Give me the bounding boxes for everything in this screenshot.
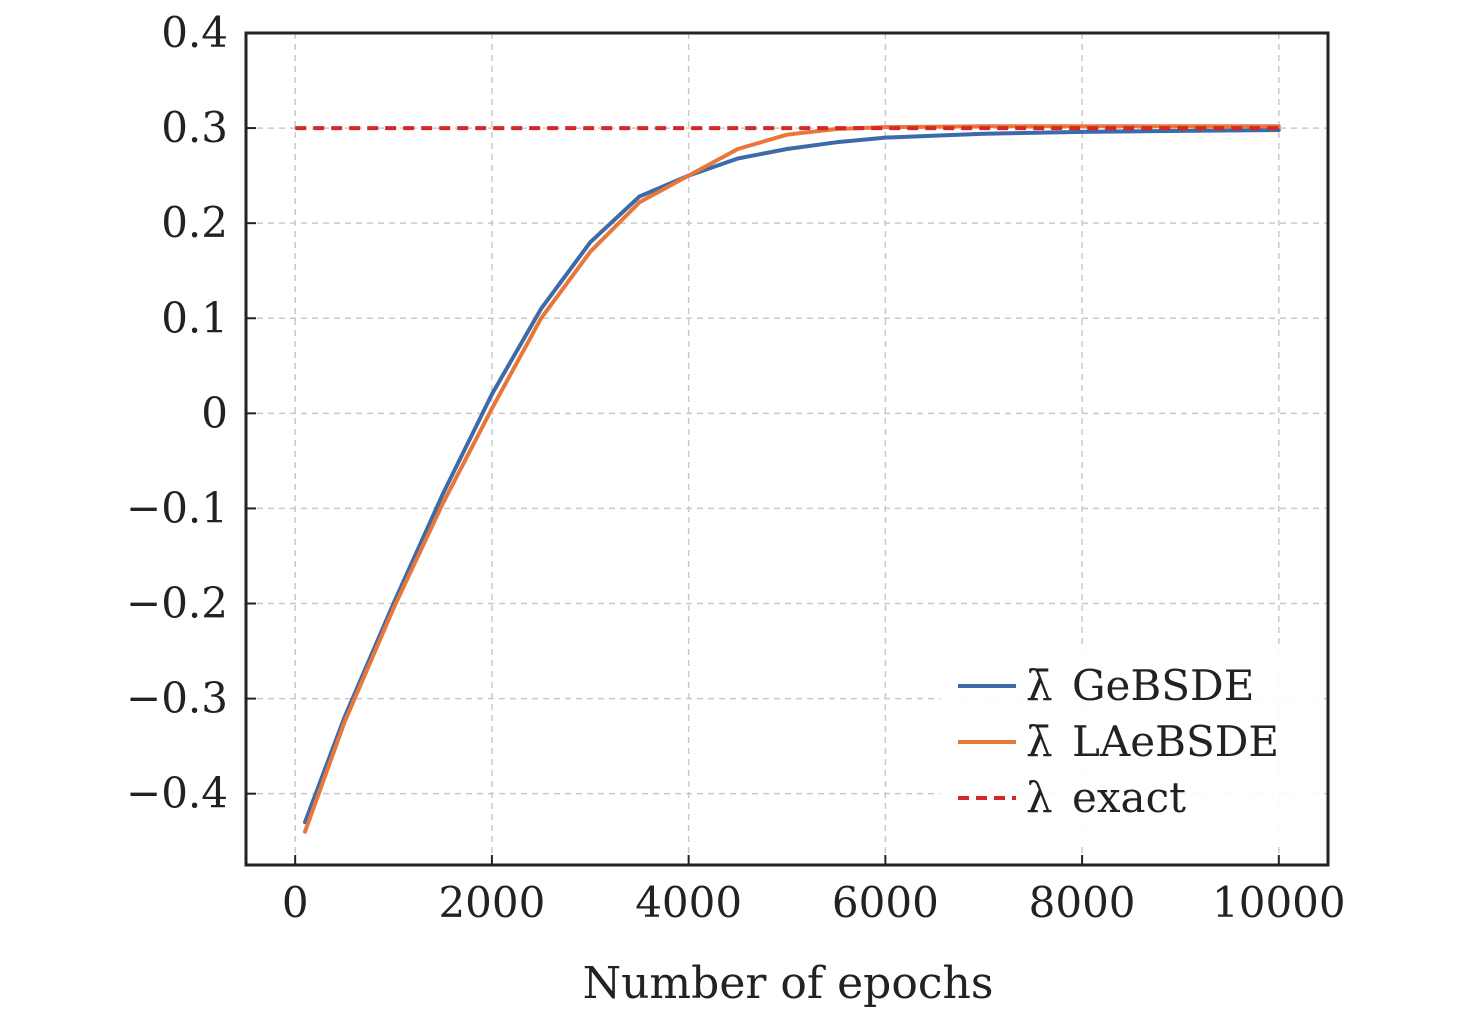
y-tick-label: 0.4 xyxy=(161,8,228,57)
y-tick-label: 0.3 xyxy=(161,103,228,152)
x-tick-label: 0 xyxy=(282,878,309,927)
y-tick-label: −0.4 xyxy=(126,769,228,818)
x-tick-label: 4000 xyxy=(635,878,742,927)
legend-symbol: λ xyxy=(1026,773,1053,822)
legend-label-laebsde: LAeBSDE xyxy=(1072,717,1279,766)
legend-symbol: λ̄ xyxy=(1026,661,1053,710)
legend-label-gebsde: GeBSDE xyxy=(1072,661,1254,710)
y-tick-label: 0.1 xyxy=(161,293,228,342)
y-tick-label: 0.2 xyxy=(161,198,228,247)
legend-label-exact: exact xyxy=(1072,773,1186,822)
x-tick-label: 8000 xyxy=(1029,878,1136,927)
legend-box xyxy=(940,645,1320,845)
plot-frame xyxy=(244,31,1330,867)
x-tick-label: 10000 xyxy=(1212,878,1346,927)
x-tick-label: 2000 xyxy=(438,878,545,927)
y-tick-label: −0.2 xyxy=(126,579,228,628)
grid-layer xyxy=(246,32,1328,865)
y-tick-label: −0.1 xyxy=(126,483,228,532)
axes-layer: 0 2000 4000 6000 8000 10000 −0.4 −0.3 −0.2 −0.1 0 0… xyxy=(126,8,1346,927)
series-layer xyxy=(295,124,1281,834)
y-tick-label: 0 xyxy=(201,388,228,437)
legend: λ̄ GeBSDE λ̄ LAeBSDE λ exact xyxy=(940,645,1320,845)
legend-symbol: λ̄ xyxy=(1026,717,1053,766)
y-tick-label: −0.3 xyxy=(126,674,228,723)
x-axis-title: Number of epochs xyxy=(583,958,994,1009)
x-tick-label: 6000 xyxy=(832,878,939,927)
